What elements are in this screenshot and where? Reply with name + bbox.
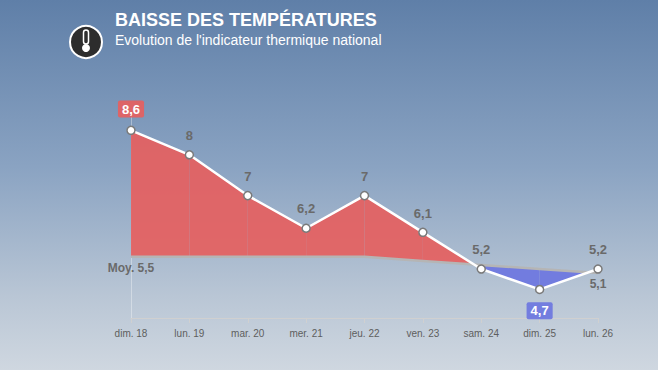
svg-text:lun. 19: lun. 19 xyxy=(174,328,204,339)
svg-text:ven. 23: ven. 23 xyxy=(406,328,439,339)
svg-text:7: 7 xyxy=(244,169,251,184)
svg-text:8,6: 8,6 xyxy=(122,102,140,117)
svg-text:4,7: 4,7 xyxy=(531,303,549,318)
svg-text:lun. 26: lun. 26 xyxy=(583,328,613,339)
svg-text:Evolution de l'indicateur ther: Evolution de l'indicateur thermique nati… xyxy=(115,32,382,48)
svg-text:mar. 20: mar. 20 xyxy=(231,328,265,339)
svg-text:5,1: 5,1 xyxy=(590,277,607,291)
svg-text:BAISSE DES TEMPÉRATURES: BAISSE DES TEMPÉRATURES xyxy=(115,9,377,30)
svg-text:5,2: 5,2 xyxy=(589,242,607,257)
svg-text:sam. 24: sam. 24 xyxy=(463,328,499,339)
svg-text:mer. 21: mer. 21 xyxy=(289,328,323,339)
svg-text:7: 7 xyxy=(361,169,368,184)
svg-text:6,2: 6,2 xyxy=(297,201,315,216)
svg-text:dim. 25: dim. 25 xyxy=(523,328,556,339)
svg-text:dim. 18: dim. 18 xyxy=(115,328,148,339)
svg-text:8: 8 xyxy=(186,128,193,143)
svg-text:6,1: 6,1 xyxy=(414,206,432,221)
svg-text:Moy. 5,5: Moy. 5,5 xyxy=(108,261,155,275)
svg-text:5,2: 5,2 xyxy=(472,242,490,257)
svg-text:jeu. 22: jeu. 22 xyxy=(348,328,379,339)
